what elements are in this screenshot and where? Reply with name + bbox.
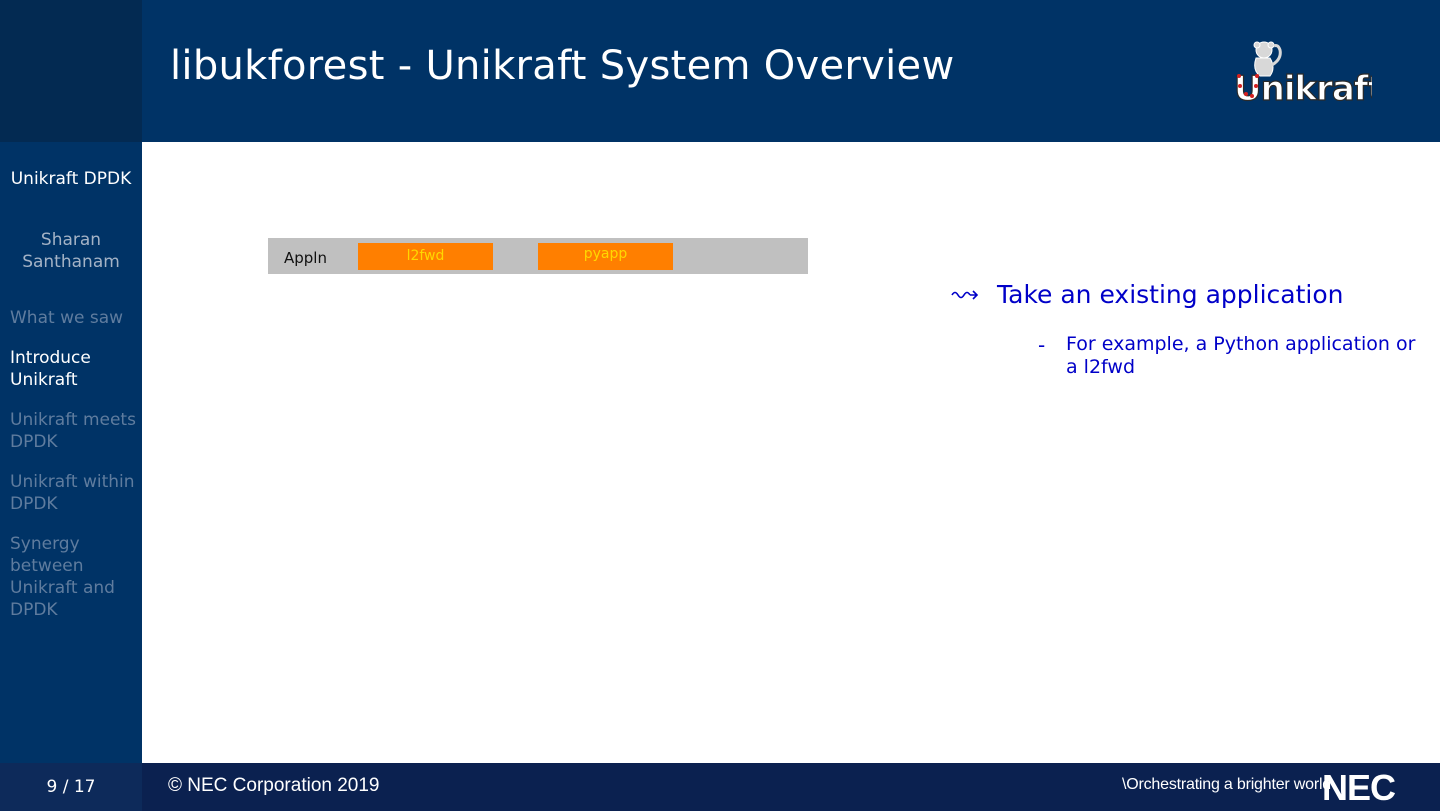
page-number: 9 / 17 (46, 777, 96, 797)
sidebar-item-unikraft-within-dpdk[interactable]: Unikraft within DPDK (10, 472, 135, 514)
bullet-main: Take an existing application (997, 280, 1344, 309)
footer: 9 / 17 © NEC Corporation 2019 \Orchestra… (0, 763, 1440, 811)
tagline: \Orchestrating a brighter world (1122, 776, 1332, 793)
l2fwd-box: l2fwd (358, 243, 493, 270)
sidebar-item-what-we-saw[interactable]: What we saw (10, 308, 124, 328)
sidebar-top-corner (0, 0, 142, 142)
slide-header: libukforest - Unikraft System Overview U… (142, 0, 1440, 142)
sub-bullet-dash: - (1038, 333, 1046, 357)
sidebar-item-introduce-unikraft[interactable]: Introduce Unikraft (10, 348, 91, 390)
sidebar: Unikraft DPDK Sharan Santhanam What we s… (0, 142, 142, 763)
application-layer-bar: Appln l2fwd pyapp (268, 238, 808, 274)
pyapp-box: pyapp (538, 243, 673, 270)
copyright: © NEC Corporation 2019 (168, 775, 380, 796)
author-name: Sharan Santhanam (22, 230, 120, 272)
sidebar-item-unikraft-meets-dpdk[interactable]: Unikraft meets DPDK (10, 410, 136, 452)
sub-bullet-text: For example, a Python application or a l… (1066, 333, 1416, 378)
slide-title: libukforest - Unikraft System Overview (170, 43, 955, 89)
squiggly-arrow-icon (951, 290, 979, 300)
nec-logo: NEC (1322, 767, 1396, 808)
sidebar-item-synergy[interactable]: Synergy between Unikraft and DPDK (10, 534, 115, 620)
application-layer-label: Appln (284, 249, 327, 267)
footer-page-area: 9 / 17 (0, 763, 142, 811)
talk-title: Unikraft DPDK (10, 169, 132, 189)
unikraft-logo: Unikraft (1233, 41, 1372, 106)
